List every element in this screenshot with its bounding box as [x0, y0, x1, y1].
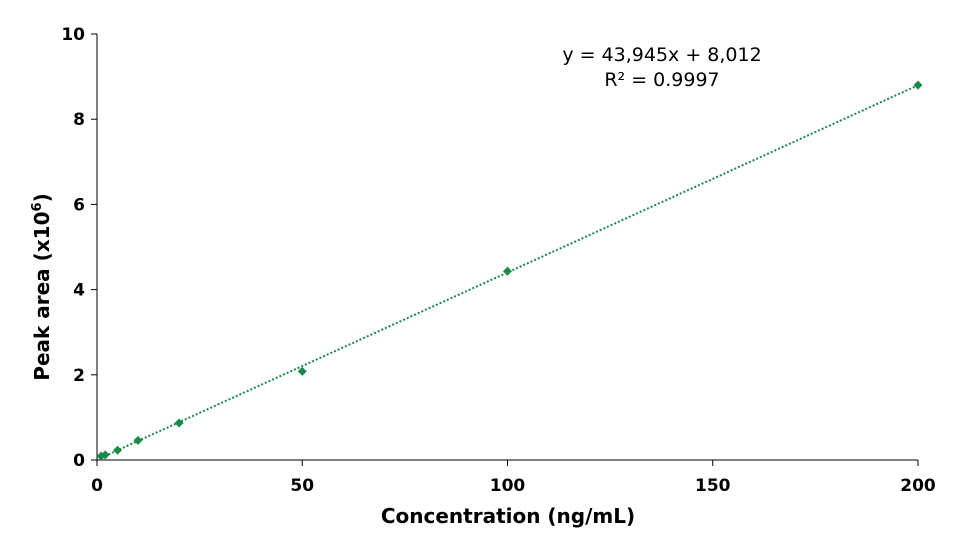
data-point — [113, 445, 123, 455]
x-tick-label: 0 — [91, 476, 103, 496]
data-point — [297, 366, 307, 376]
trendline-equation: y = 43,945x + 8,012 — [562, 44, 761, 66]
x-tick-label: 200 — [900, 476, 936, 496]
x-ticks: 0 50 100 150 200 — [91, 460, 936, 496]
y-axis-title-main: Peak area (x10 — [30, 211, 54, 380]
y-tick-label: 6 — [73, 195, 85, 215]
data-point — [503, 266, 512, 276]
x-tick-label: 150 — [695, 476, 731, 496]
y-tick-label: 10 — [61, 25, 85, 45]
data-point — [100, 450, 110, 460]
y-axis-title-superscript: 6 — [30, 202, 45, 211]
y-tick-label: 4 — [73, 281, 85, 301]
y-tick-label: 2 — [73, 366, 85, 386]
r-squared-label: R² = 0.9997 — [604, 69, 719, 91]
y-axis-title-close: ) — [30, 193, 54, 202]
y-tick-label: 8 — [73, 110, 85, 130]
y-ticks: 0 2 4 6 8 10 — [61, 25, 97, 471]
data-point — [174, 418, 184, 428]
x-tick-label: 100 — [490, 476, 526, 496]
y-tick-label: 0 — [73, 451, 85, 471]
data-point — [133, 435, 143, 445]
axes — [96, 34, 918, 461]
x-axis-title: Concentration (ng/mL) — [381, 504, 635, 528]
x-tick-label: 50 — [290, 476, 314, 496]
data-points — [96, 80, 923, 461]
y-axis-title: Peak area (x106) — [30, 193, 54, 380]
data-point — [913, 80, 923, 90]
